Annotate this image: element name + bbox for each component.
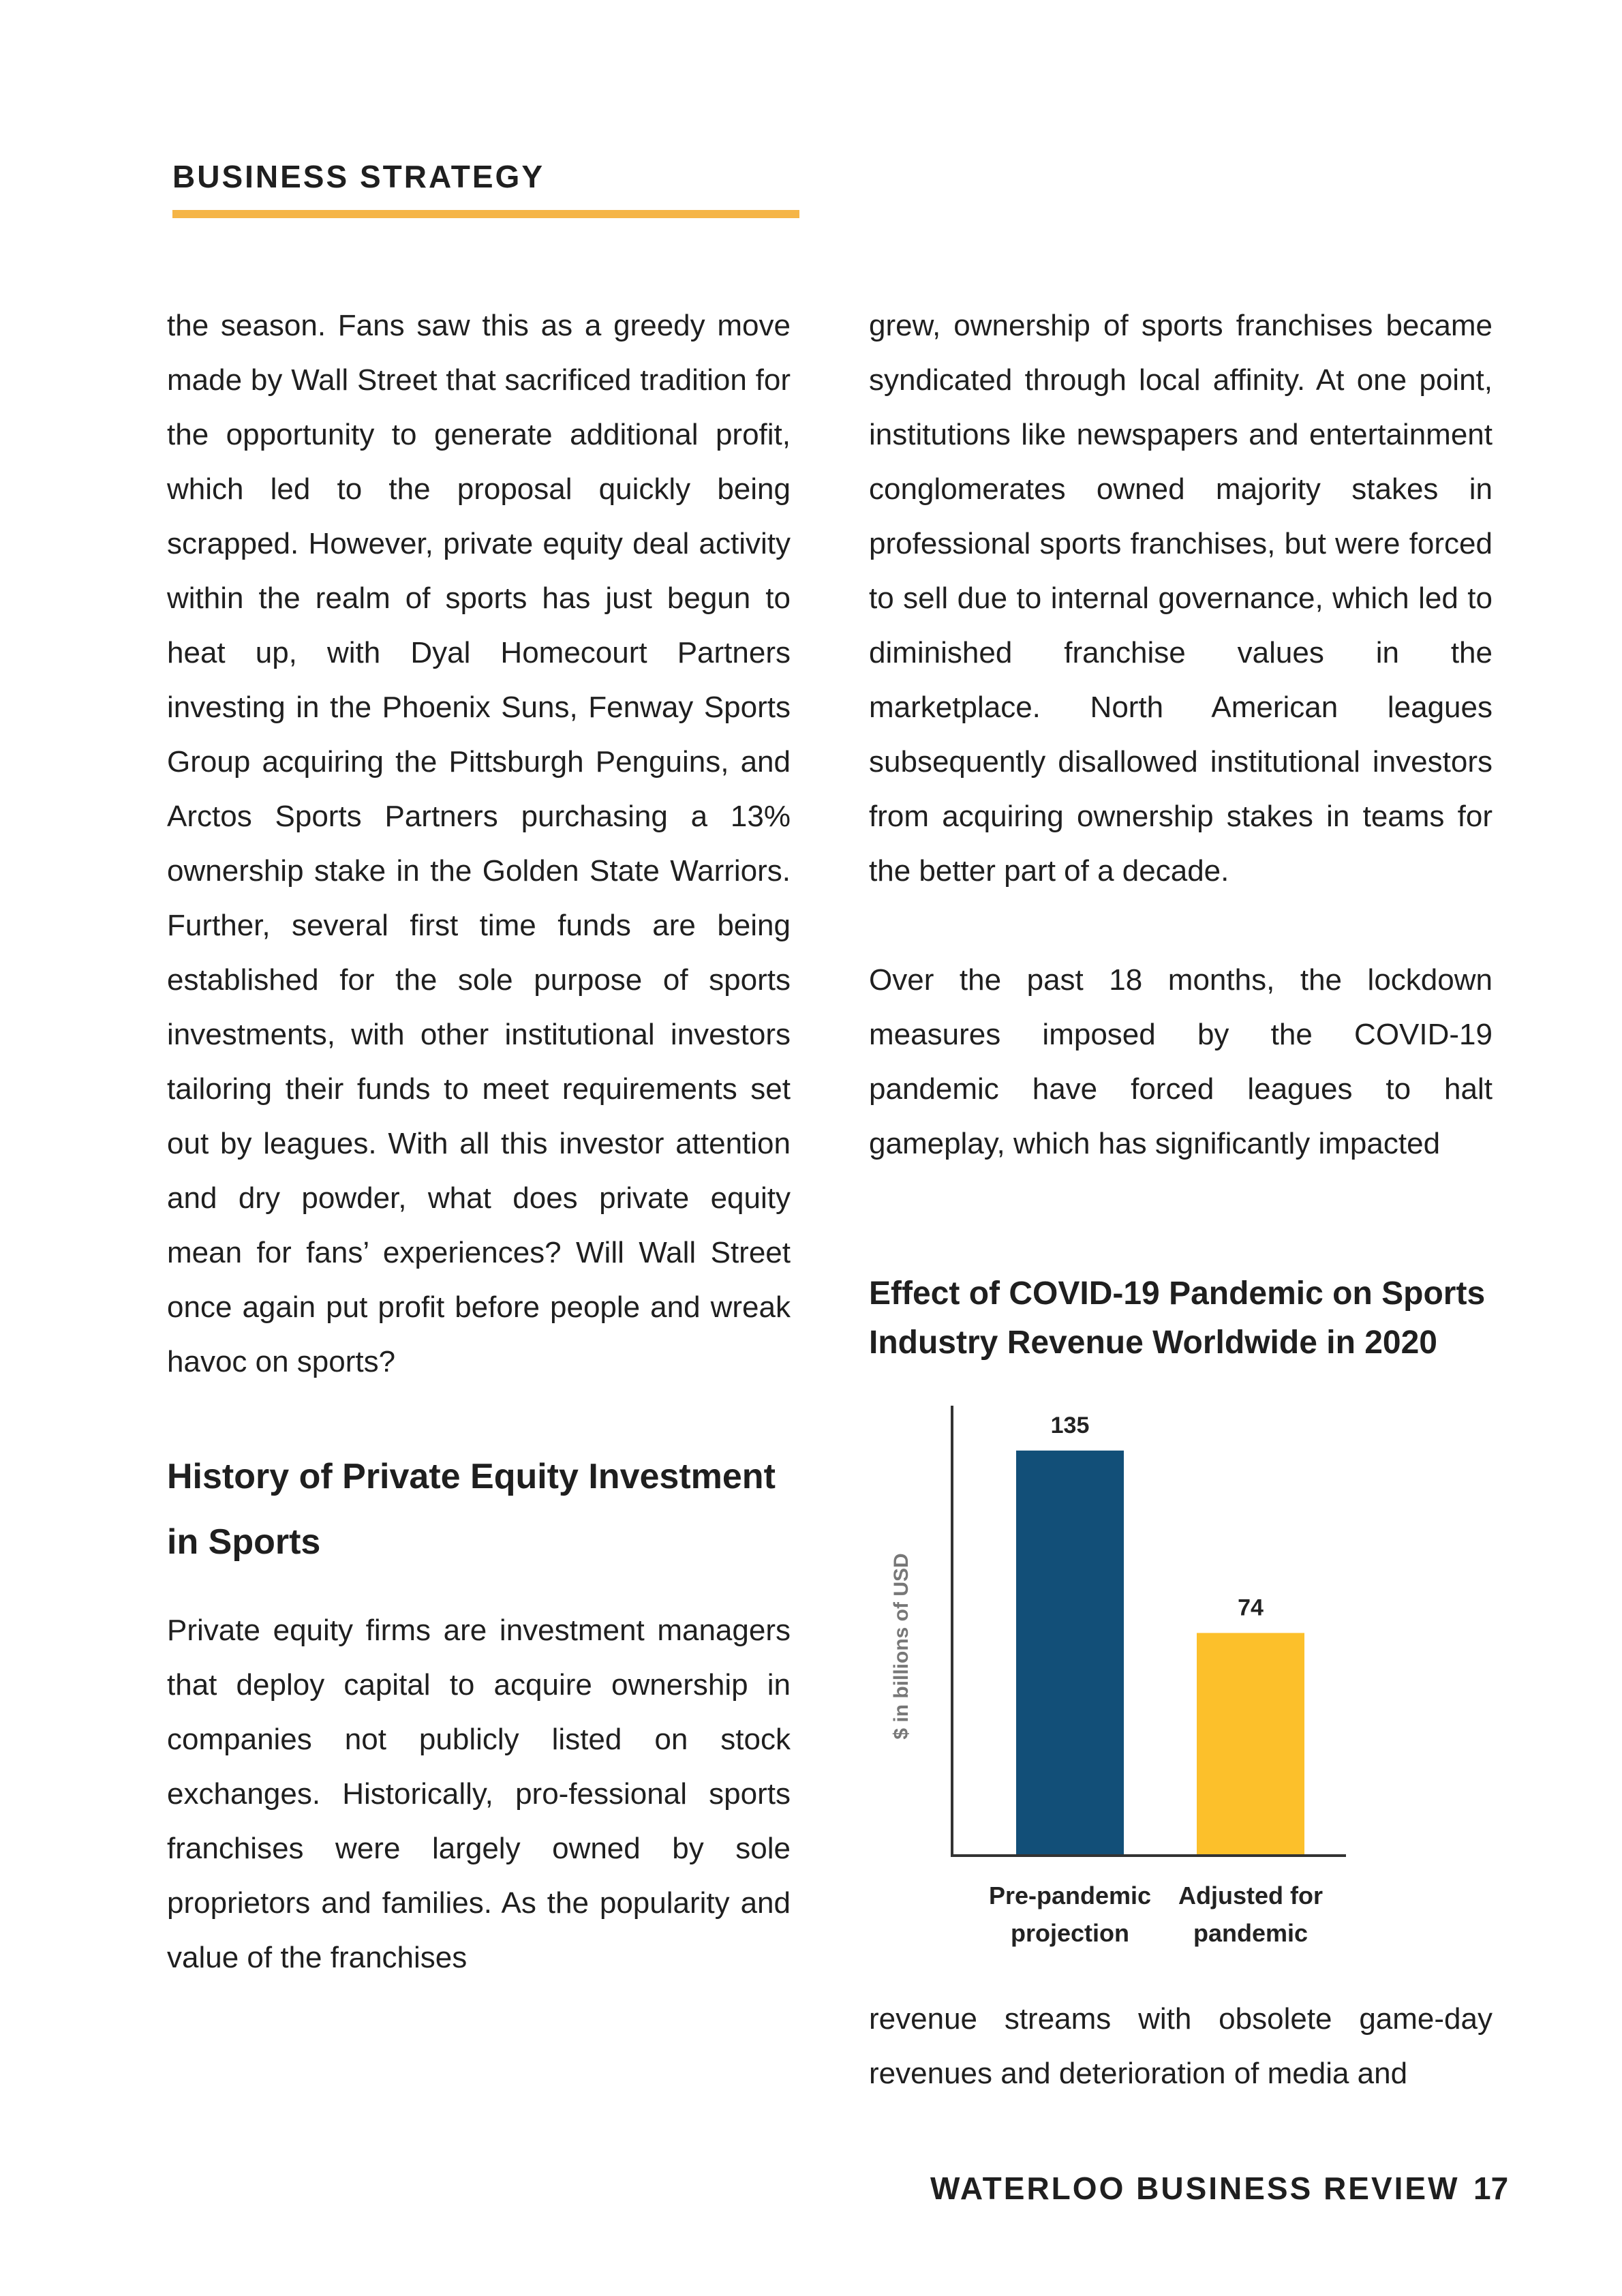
right-column-continued: revenue streams with obsolete game-day r… — [869, 1992, 1493, 2101]
publication-title: WATERLOO BUSINESS REVIEW — [930, 2171, 1460, 2206]
body-paragraph: revenue streams with obsolete game-day r… — [869, 2002, 1493, 2090]
data-label-2: 74 — [1238, 1595, 1264, 1620]
category-label-1: Pre-pandemic projection — [989, 1882, 1151, 1947]
section-label: BUSINESS STRATEGY — [172, 159, 545, 194]
body-paragraph: the season. Fans saw this as a greedy mo… — [167, 309, 791, 1378]
bar-group: 135 Pre-pandemic projection 74 Adjusted for p… — [989, 1413, 1323, 1947]
category-label-2: Adjusted for pandemic — [1178, 1882, 1323, 1947]
chart-title: Effect of COVID-19 Pandemic on Sports In… — [869, 1275, 1486, 1361]
body-paragraph: grew, ownership of sports franchises bec… — [869, 309, 1493, 888]
left-column: the season. Fans saw this as a greedy mo… — [167, 299, 791, 1985]
page-number: 17 — [1473, 2171, 1509, 2206]
y-axis-label: $ in billions of USD — [890, 1553, 913, 1739]
section-underline — [172, 210, 799, 218]
revenue-bar-chart: $ in billions of USD 135 Pre-pandemic proj… — [890, 1406, 1346, 1947]
body-paragraph: Private equity firms are investment mana… — [167, 1614, 791, 1974]
bar-2 — [1197, 1633, 1304, 1854]
body-paragraph: Over the past 18 months, the lockdown me… — [869, 963, 1493, 1160]
bar-1 — [1016, 1450, 1124, 1854]
section-heading: History of Private Equity Investment in … — [167, 1457, 776, 1562]
data-label-1: 135 — [1051, 1413, 1090, 1438]
paragraph-gap — [869, 898, 1493, 953]
right-column: grew, ownership of sports franchises bec… — [869, 299, 1493, 1171]
